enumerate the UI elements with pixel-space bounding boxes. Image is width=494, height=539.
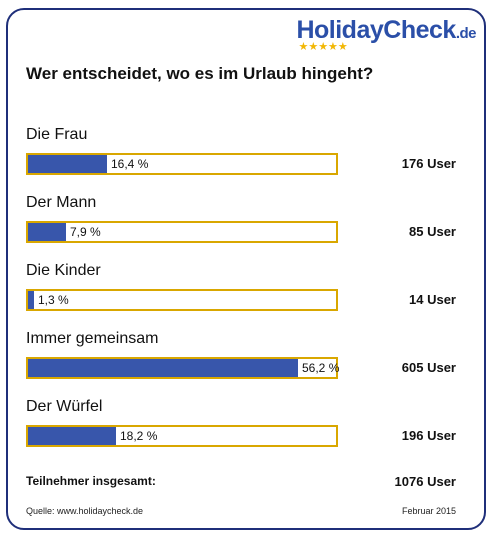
- bar-track: 1,3 %: [26, 289, 338, 311]
- rating-stars-icon: ★★★★★: [298, 41, 348, 53]
- bar-track: 18,2 %: [26, 425, 338, 447]
- bar-track: 56,2 %: [26, 357, 340, 379]
- data-label: 16,4 %: [111, 157, 149, 171]
- bar: [28, 359, 298, 377]
- bar: [28, 427, 116, 445]
- data-label: 18,2 %: [120, 429, 158, 443]
- data-label: 1,3 %: [38, 293, 69, 307]
- source-note: Quelle: www.holidaycheck.de: [26, 506, 144, 516]
- category-label: Der Würfel: [26, 398, 103, 415]
- bar-track: 16,4 %: [26, 153, 338, 175]
- chart-title: Wer entscheidet, wo es im Urlaub hingeht…: [26, 64, 374, 83]
- user-count: 14 User: [409, 292, 456, 307]
- bar: [28, 223, 66, 241]
- total-value: 1076 User: [394, 474, 456, 489]
- user-count: 605 User: [401, 360, 456, 375]
- category-label: Der Mann: [26, 194, 97, 211]
- category-label: Immer gemeinsam: [26, 330, 159, 347]
- bar: [28, 291, 34, 309]
- bar-track: 7,9 %: [26, 221, 338, 243]
- total-label: Teilnehmer insgesamt:: [26, 474, 156, 488]
- date-note: Februar 2015: [401, 506, 456, 516]
- data-label: 7,9 %: [70, 225, 101, 239]
- category-label: Die Frau: [26, 126, 88, 143]
- category-label: Die Kinder: [26, 262, 101, 279]
- holidaycheck-logo: HolidayCheck.de ★★★★★: [296, 16, 476, 53]
- bar: [28, 155, 107, 173]
- data-label: 56,2 %: [302, 361, 340, 375]
- user-count: 176 User: [401, 156, 456, 171]
- user-count: 85 User: [409, 224, 456, 239]
- user-count: 196 User: [401, 428, 456, 443]
